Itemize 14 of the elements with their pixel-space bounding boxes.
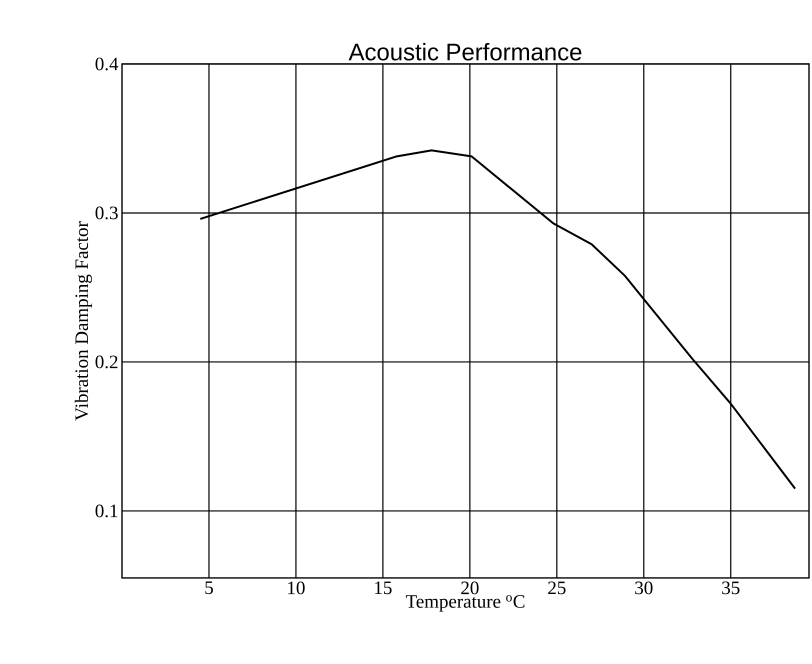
x-tick-label: 20 (461, 582, 479, 594)
chart-title: Acoustic Performance (348, 42, 582, 60)
y-axis-title: Vibration Damping Factor (74, 221, 92, 421)
y-tick-label: 0.1 (96, 504, 118, 518)
x-axis-title: Temperature $^{o}$C (406, 595, 524, 612)
x-tick-label: 5 (205, 582, 213, 594)
y-tick-label: 0.3 (96, 206, 118, 220)
y-tick-label: 0.2 (96, 356, 118, 368)
x-tick-label: 25 (548, 582, 566, 594)
x-tick-label: 15 (375, 582, 392, 594)
x-tick-label: 35 (722, 582, 740, 594)
x-tick-label: 10 (288, 582, 305, 594)
y-tick-label: 0.4 (96, 58, 118, 70)
x-tick-label: 30 (635, 582, 653, 594)
